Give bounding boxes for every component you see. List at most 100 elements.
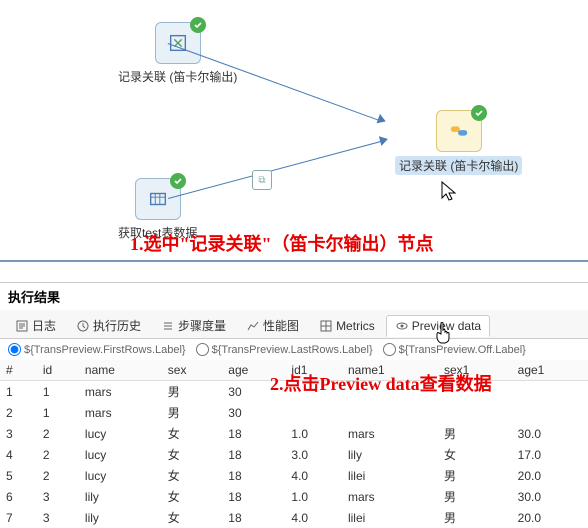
hop-icon[interactable]: ⧉	[252, 170, 272, 190]
table-cell: mars	[342, 423, 438, 444]
node-icon	[436, 110, 482, 152]
table-row[interactable]: 21mars男30	[0, 402, 588, 423]
table-cell: 18	[222, 507, 285, 528]
node-icon	[155, 22, 201, 64]
table-cell	[512, 381, 588, 403]
table-cell: 3.0	[285, 444, 342, 465]
radio-off[interactable]: ${TransPreview.Off.Label}	[383, 343, 526, 356]
table-cell: mars	[79, 402, 162, 423]
preview-options: ${TransPreview.FirstRows.Label} ${TransP…	[0, 339, 588, 360]
history-icon	[76, 319, 90, 333]
radio-first-rows[interactable]: ${TransPreview.FirstRows.Label}	[8, 343, 186, 356]
tab-history[interactable]: 执行历史	[67, 313, 150, 338]
table-cell: lucy	[79, 444, 162, 465]
node-label: 记录关联 (笛卡尔输出)	[118, 68, 237, 85]
tab-label: 步骤度量	[178, 317, 226, 334]
column-header[interactable]: #	[0, 360, 37, 381]
table-cell: 7	[0, 507, 37, 528]
column-header[interactable]: age1	[512, 360, 588, 381]
log-icon	[15, 319, 29, 333]
cursor-icon	[440, 180, 458, 205]
radio-label: ${TransPreview.FirstRows.Label}	[24, 344, 186, 356]
tab-performance[interactable]: 性能图	[237, 313, 308, 338]
radio-label: ${TransPreview.Off.Label}	[399, 344, 526, 356]
table-cell: 3	[0, 423, 37, 444]
table-cell: 女	[162, 444, 223, 465]
annotation-step1: 1.选中"记录关联"（笛卡尔输出）节点	[130, 230, 434, 256]
table-cell: 1	[37, 402, 79, 423]
table-cell: 男	[162, 402, 223, 423]
table-cell: lucy	[79, 423, 162, 444]
table-row[interactable]: 32lucy女181.0mars男30.0	[0, 423, 588, 444]
table-cell: mars	[342, 486, 438, 507]
success-badge-icon	[170, 173, 186, 189]
table-cell: 30	[222, 402, 285, 423]
table-cell: 1	[0, 381, 37, 403]
table-cell	[285, 402, 342, 423]
table-row[interactable]: 52lucy女184.0lilei男20.0	[0, 465, 588, 486]
table-cell: 18	[222, 444, 285, 465]
success-badge-icon	[471, 105, 487, 121]
table-row[interactable]: 42lucy女183.0lily女17.0	[0, 444, 588, 465]
metrics-icon	[319, 319, 333, 333]
table-cell: 1.0	[285, 486, 342, 507]
table-cell: 17.0	[512, 444, 588, 465]
table-cell: 男	[438, 507, 512, 528]
table-cell: 30.0	[512, 486, 588, 507]
table-cell: 18	[222, 423, 285, 444]
arrow-head-icon	[379, 134, 389, 146]
hand-cursor-icon	[432, 320, 454, 349]
divider	[0, 260, 588, 262]
table-cell: 男	[438, 423, 512, 444]
radio-last-rows[interactable]: ${TransPreview.LastRows.Label}	[196, 343, 373, 356]
table-cell: lily	[79, 507, 162, 528]
table-cell: lily	[79, 486, 162, 507]
table-cell: 2	[37, 423, 79, 444]
tab-metrics[interactable]: Metrics	[310, 315, 384, 337]
table-row[interactable]: 63lily女181.0mars男30.0	[0, 486, 588, 507]
table-cell: lilei	[342, 507, 438, 528]
table-cell: 2	[37, 465, 79, 486]
node-label: 记录关联 (笛卡尔输出)	[395, 156, 522, 175]
tab-log[interactable]: 日志	[6, 313, 65, 338]
table-cell: 20.0	[512, 507, 588, 528]
table-cell: 20.0	[512, 465, 588, 486]
table-cell: 2	[0, 402, 37, 423]
table-cell: 30.0	[512, 423, 588, 444]
table-cell: 1	[37, 381, 79, 403]
radio-label: ${TransPreview.LastRows.Label}	[212, 344, 373, 356]
tabs-bar: 日志 执行历史 步骤度量 性能图 Metrics Preview data	[0, 310, 588, 339]
table-cell: 3	[37, 486, 79, 507]
column-header[interactable]: id	[37, 360, 79, 381]
table-cell: 1.0	[285, 423, 342, 444]
table-cell: lilei	[342, 465, 438, 486]
table-cell: 2	[37, 444, 79, 465]
tab-step-metrics[interactable]: 步骤度量	[152, 313, 235, 338]
radio-input[interactable]	[196, 343, 209, 356]
column-header[interactable]: name	[79, 360, 162, 381]
edge-bottom	[168, 140, 386, 199]
table-cell	[512, 402, 588, 423]
tab-label: 性能图	[263, 317, 299, 334]
node-record-join-source[interactable]: 记录关联 (笛卡尔输出)	[118, 22, 237, 85]
table-cell: lucy	[79, 465, 162, 486]
results-panel: 执行结果 日志 执行历史 步骤度量 性能图 Metrics Preview da…	[0, 282, 588, 528]
tab-label: 执行历史	[93, 317, 141, 334]
chart-icon	[246, 319, 260, 333]
table-row[interactable]: 73lily女184.0lilei男20.0	[0, 507, 588, 528]
table-cell: 女	[162, 423, 223, 444]
table-cell: 女	[162, 465, 223, 486]
annotation-step2: 2.点击Preview data查看数据	[270, 370, 492, 396]
tab-label: 日志	[32, 317, 56, 334]
table-cell: 18	[222, 486, 285, 507]
table-cell: 4.0	[285, 465, 342, 486]
eye-icon	[395, 319, 409, 333]
tab-label: Metrics	[336, 319, 375, 333]
column-header[interactable]: sex	[162, 360, 223, 381]
node-record-join-target[interactable]: 记录关联 (笛卡尔输出)	[395, 110, 522, 175]
radio-input[interactable]	[8, 343, 21, 356]
arrow-head-icon	[377, 114, 388, 126]
table-cell	[342, 402, 438, 423]
workflow-canvas[interactable]: 记录关联 (笛卡尔输出) 获取test表数据 记录关联 (笛卡尔输出) ⧉ 1.…	[0, 0, 588, 260]
radio-input[interactable]	[383, 343, 396, 356]
